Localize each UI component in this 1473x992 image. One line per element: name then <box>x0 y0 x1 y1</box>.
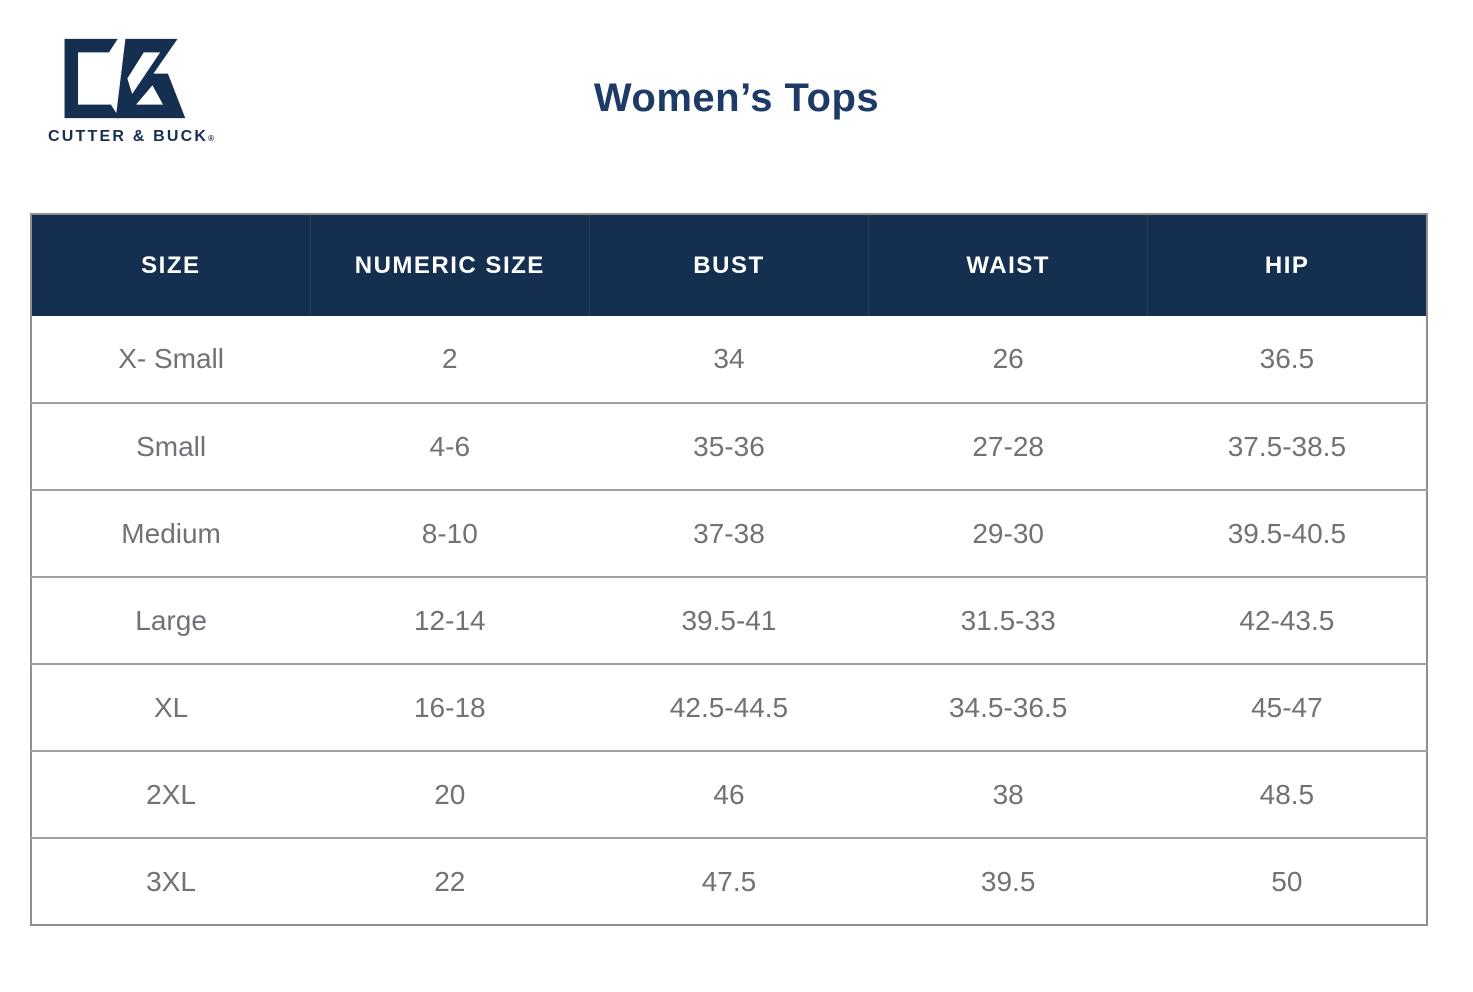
measurement-cell: 27-28 <box>868 402 1148 490</box>
measurement-cell: 26 <box>868 316 1148 403</box>
measurement-cell: 42.5-44.5 <box>589 663 869 751</box>
table-row: 2XL 20 46 38 48.5 <box>31 750 1427 838</box>
column-header-numeric-size: NUMERIC SIZE <box>309 214 590 316</box>
measurement-cell: 39.5 <box>868 837 1148 925</box>
measurement-cell: 38 <box>868 750 1148 838</box>
cutter-buck-monogram-icon <box>64 38 186 119</box>
table-row: 3XL 22 47.5 39.5 50 <box>31 837 1427 925</box>
measurement-cell: 31.5-33 <box>868 576 1148 664</box>
brand-wordmark: CUTTER & BUCK® <box>48 128 214 146</box>
column-header-waist: WAIST <box>868 214 1148 316</box>
size-label-cell: XL <box>31 663 311 751</box>
measurement-cell: 36.5 <box>1147 316 1427 403</box>
measurement-cell: 42-43.5 <box>1147 576 1427 664</box>
size-chart-table: SIZE NUMERIC SIZE BUST WAIST HIP X- Small 2 34… <box>30 213 1428 926</box>
size-label-cell: Medium <box>31 489 311 577</box>
measurement-cell: 29-30 <box>868 489 1148 577</box>
measurement-cell: 2 <box>310 316 590 403</box>
table-row: Medium 8-10 37-38 29-30 39.5-40.5 <box>31 489 1427 577</box>
table-row: Small 4-6 35-36 27-28 37.5-38.5 <box>31 402 1427 490</box>
registered-trademark-symbol: ® <box>208 134 215 143</box>
table-row: Large 12-14 39.5-41 31.5-33 42-43.5 <box>31 576 1427 664</box>
measurement-cell: 39.5-41 <box>589 576 869 664</box>
measurement-cell: 39.5-40.5 <box>1147 489 1427 577</box>
measurement-cell: 46 <box>589 750 869 838</box>
brand-wordmark-text: CUTTER & BUCK <box>48 128 209 145</box>
measurement-cell: 8-10 <box>310 489 590 577</box>
size-label-cell: X- Small <box>31 316 311 403</box>
size-label-cell: 2XL <box>31 750 311 838</box>
page-header: CUTTER & BUCK® Women’s Tops <box>0 0 1473 213</box>
size-label-cell: Large <box>31 576 311 664</box>
table-head: SIZE NUMERIC SIZE BUST WAIST HIP <box>31 214 1427 316</box>
measurement-cell: 47.5 <box>589 837 869 925</box>
measurement-cell: 37.5-38.5 <box>1147 402 1427 490</box>
measurement-cell: 45-47 <box>1147 663 1427 751</box>
table-row: XL 16-18 42.5-44.5 34.5-36.5 45-47 <box>31 663 1427 751</box>
measurement-cell: 34 <box>589 316 869 403</box>
measurement-cell: 34.5-36.5 <box>868 663 1148 751</box>
size-label-cell: 3XL <box>31 837 311 925</box>
table-body: X- Small 2 34 26 36.5 Small 4-6 35-36 27-28 37.5-… <box>31 316 1427 925</box>
column-header-size: SIZE <box>31 214 311 316</box>
measurement-cell: 4-6 <box>310 402 590 490</box>
table-header-row: SIZE NUMERIC SIZE BUST WAIST HIP <box>31 214 1427 316</box>
brand-logo: CUTTER & BUCK® <box>48 36 214 146</box>
measurement-cell: 37-38 <box>589 489 869 577</box>
page-title: Women’s Tops <box>593 76 880 120</box>
measurement-cell: 16-18 <box>310 663 590 751</box>
measurement-cell: 50 <box>1147 837 1427 925</box>
measurement-cell: 22 <box>310 837 590 925</box>
size-label-cell: Small <box>31 402 311 490</box>
table-row: X- Small 2 34 26 36.5 <box>31 316 1427 403</box>
measurement-cell: 48.5 <box>1147 750 1427 838</box>
column-header-bust: BUST <box>588 214 869 316</box>
column-header-hip: HIP <box>1147 214 1427 316</box>
measurement-cell: 20 <box>310 750 590 838</box>
measurement-cell: 12-14 <box>310 576 590 664</box>
measurement-cell: 35-36 <box>589 402 869 490</box>
